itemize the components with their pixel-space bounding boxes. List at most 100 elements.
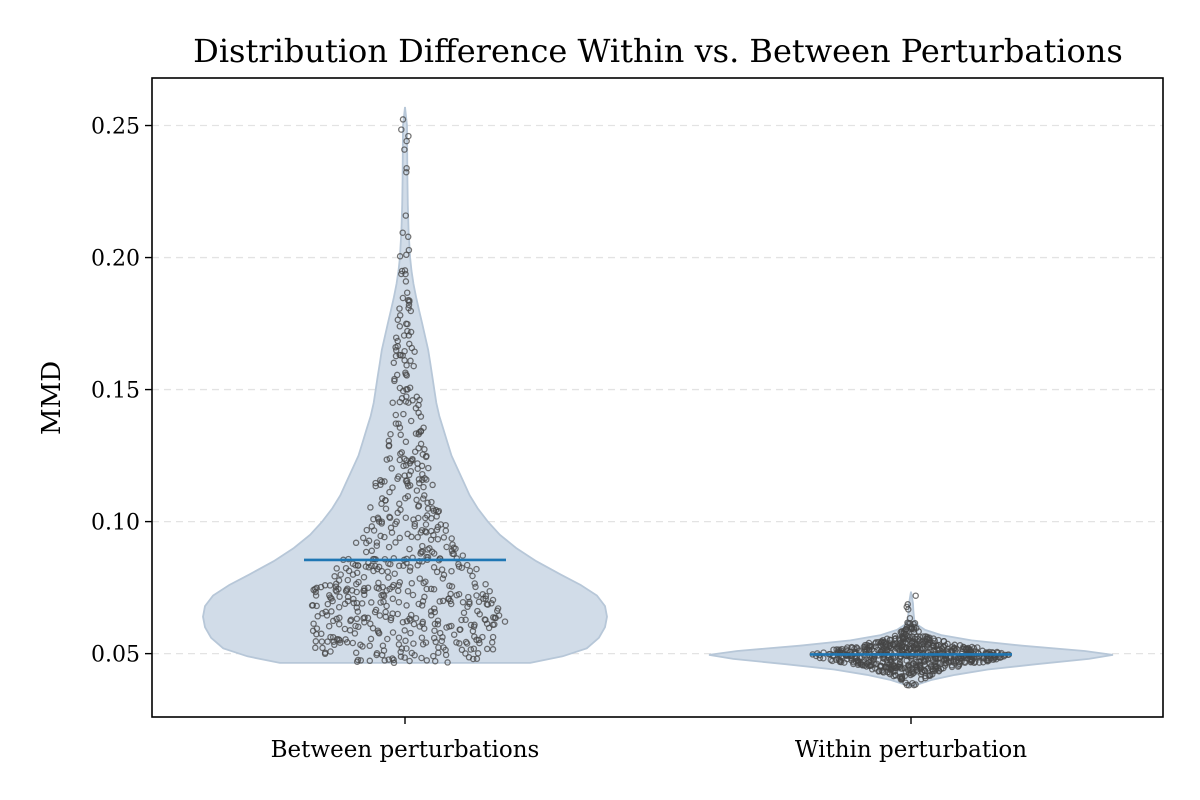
x-tick-label: Between perturbations: [271, 737, 540, 763]
y-tick-label: 0.15: [91, 379, 140, 404]
data-point: [402, 320, 410, 328]
data-point: [397, 648, 404, 656]
data-point: [470, 645, 478, 652]
data-point: [399, 116, 407, 123]
data-point: [347, 616, 355, 624]
data-point: [313, 584, 320, 592]
data-point: [446, 623, 453, 630]
data-point: [435, 649, 442, 656]
data-point: [438, 566, 446, 573]
data-point: [893, 664, 900, 672]
data-point: [394, 316, 402, 324]
data-point: [470, 623, 478, 630]
data-point: [491, 621, 498, 628]
data-point: [489, 646, 497, 653]
data-point: [420, 483, 427, 491]
data-point: [352, 622, 359, 630]
data-point: [879, 668, 886, 675]
data-point: [379, 583, 387, 591]
data-point: [449, 541, 456, 548]
data-point: [462, 616, 469, 624]
data-point: [425, 464, 432, 472]
data-point: [385, 437, 393, 445]
data-point: [389, 399, 396, 406]
data-point: [404, 327, 411, 335]
data-point: [389, 484, 396, 491]
data-point: [378, 500, 385, 508]
data-point: [974, 644, 981, 651]
data-point: [387, 430, 394, 438]
data-point: [403, 645, 410, 652]
data-point: [387, 524, 395, 532]
data-point: [336, 593, 343, 600]
data-point: [428, 548, 436, 556]
data-point: [318, 630, 325, 638]
data-point: [883, 635, 891, 642]
data-point: [387, 616, 395, 624]
data-point: [368, 547, 376, 555]
data-point: [430, 564, 438, 571]
data-point: [310, 620, 317, 627]
data-point: [408, 580, 416, 587]
data-point: [404, 233, 412, 241]
data-point: [431, 657, 439, 665]
data-point: [346, 627, 354, 634]
data-point: [344, 585, 351, 592]
data-point: [352, 649, 360, 657]
data-point: [353, 588, 360, 596]
data-point: [406, 340, 413, 348]
data-point: [948, 662, 956, 669]
data-point: [395, 562, 403, 570]
data-point: [439, 575, 447, 582]
data-point: [313, 602, 320, 610]
data-point: [395, 634, 403, 641]
data-point: [419, 451, 427, 458]
data-point: [865, 639, 873, 647]
data-point: [407, 328, 415, 336]
data-point: [473, 655, 481, 663]
data-point: [353, 599, 361, 607]
data-point: [380, 592, 388, 600]
data-point: [896, 663, 904, 670]
data-point: [419, 542, 426, 550]
data-point: [407, 357, 414, 365]
data-point: [482, 580, 489, 588]
data-point: [354, 562, 362, 569]
data-point: [399, 294, 407, 302]
data-point: [430, 586, 438, 593]
data-point: [854, 657, 862, 664]
data-point: [434, 621, 442, 628]
data-point: [351, 630, 359, 637]
violin-body: [202, 106, 608, 664]
data-point: [891, 632, 899, 640]
data-point: [434, 617, 442, 624]
data-point: [375, 518, 383, 525]
data-point: [377, 532, 384, 540]
data-point: [327, 633, 334, 641]
data-point: [402, 514, 410, 521]
data-point: [415, 600, 422, 608]
data-point: [355, 623, 362, 631]
data-point: [309, 602, 317, 609]
data-point: [410, 640, 417, 647]
data-point: [332, 580, 340, 588]
data-point: [360, 615, 367, 622]
data-point: [434, 523, 442, 531]
data-point: [381, 533, 388, 541]
data-point: [920, 640, 927, 648]
data-point: [354, 656, 362, 664]
data-point: [427, 608, 435, 615]
data-point: [378, 592, 385, 599]
data-point: [349, 639, 357, 647]
data-point: [466, 567, 474, 575]
data-point: [904, 619, 911, 626]
data-point: [442, 527, 450, 534]
data-point: [420, 625, 428, 632]
data-point: [972, 658, 979, 665]
data-point: [331, 573, 338, 580]
data-point: [472, 583, 479, 591]
data-point: [459, 598, 467, 606]
data-point: [396, 500, 403, 508]
data-point: [976, 659, 983, 666]
